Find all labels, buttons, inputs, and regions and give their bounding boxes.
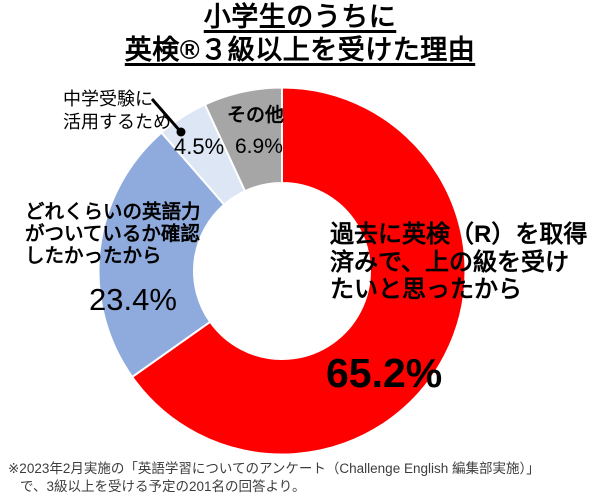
callout-line — [150, 98, 182, 132]
callout-dot — [176, 127, 186, 137]
donut-slice — [131, 86, 467, 456]
slice-label-gray: その他 — [227, 105, 285, 126]
slice-pct-lightblue: 4.5% — [174, 134, 225, 159]
slice-label-lightblue: 中学受験に 活用するため — [63, 89, 171, 132]
slice-label-red: 過去に英検（R）を取得 済みで、上の級を受け たいと思ったから — [330, 221, 588, 303]
slice-pct-gray: 6.9% — [235, 135, 283, 158]
source-note: ※2023年2月実施の「英語学習についてのアンケート（Challenge Eng… — [8, 460, 540, 496]
slice-pct-blue: 23.4% — [89, 282, 177, 317]
slice-pct-red: 65.2% — [326, 350, 443, 396]
donut-slice — [97, 131, 226, 378]
donut-slice — [203, 86, 283, 193]
source-note-line2: で、3級以上を受ける予定の201名の回答より。 — [20, 479, 306, 494]
source-note-line1: ※2023年2月実施の「英語学習についてのアンケート（Challenge Eng… — [8, 461, 540, 476]
chart-title: 小学生のうちに 英検®３級以上を受けた理由 — [124, 2, 476, 65]
slice-label-blue: どれくらいの英語力 がついているか確認 したかったから — [25, 201, 201, 267]
